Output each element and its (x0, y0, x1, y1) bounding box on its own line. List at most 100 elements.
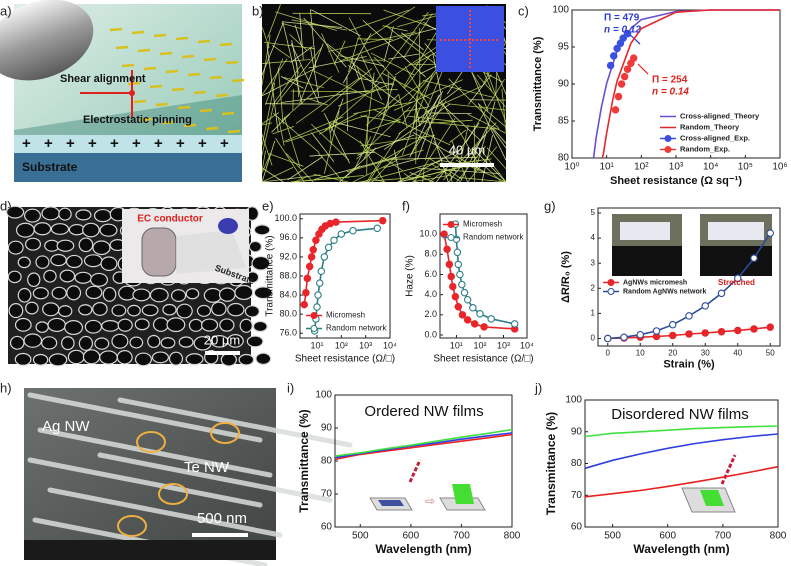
pivot-dot (129, 90, 135, 96)
wire (432, 54, 442, 96)
te-ring (158, 483, 188, 505)
mesh-cell (185, 353, 204, 366)
data-point (614, 92, 623, 101)
mesh-cell (127, 304, 141, 317)
y-tick-label: 100 (315, 390, 332, 401)
annotation: n = 0.12 (604, 25, 641, 36)
wire (357, 38, 393, 41)
data-point (685, 312, 693, 320)
mesh-cell (111, 304, 127, 317)
y-tick-label: 0 (591, 334, 596, 343)
data-point (303, 274, 312, 283)
x-tick-label: 10 (636, 348, 645, 357)
mesh-cell (50, 223, 70, 235)
mesh-cell (248, 240, 263, 253)
ag-wire (97, 452, 333, 503)
wire (321, 33, 340, 73)
wire (363, 109, 388, 160)
scale-bar-label: 20 μm (204, 332, 240, 347)
wire (183, 123, 197, 128)
wire (323, 113, 351, 164)
x-tick-label: 0 (606, 348, 611, 357)
mesh-cell (129, 336, 144, 349)
annotation-arrow (637, 63, 649, 75)
mesh-cell (41, 206, 60, 221)
y-tick-label: 0.0 (424, 329, 437, 339)
x-axis-label: Sheet resistance (Ω sq⁻¹) (610, 175, 742, 187)
wire (427, 157, 462, 180)
mesh-cell (64, 319, 84, 336)
data-point (440, 230, 448, 238)
mesh-cell (56, 239, 75, 252)
device-film (700, 490, 724, 506)
wire (343, 33, 372, 84)
wire (482, 70, 493, 92)
y-axis-label: Transmittance (%) (532, 36, 544, 131)
data-point (611, 106, 620, 114)
wire (481, 135, 493, 183)
mesh-cell (58, 207, 72, 221)
wire (339, 55, 385, 67)
wire (139, 117, 153, 122)
data-point (766, 229, 774, 237)
wire (384, 135, 426, 160)
y-tick-label: 4.0 (424, 289, 437, 299)
mesh-cell (188, 318, 204, 332)
x-tick-label: 500 (604, 531, 621, 542)
wire (422, 90, 444, 122)
wire (275, 47, 322, 105)
mesh-cell (17, 256, 31, 269)
legend-marker (664, 135, 672, 142)
x-tick-label: 600 (659, 531, 676, 542)
legend-label: Random network (463, 233, 524, 242)
mesh-cell (116, 349, 133, 365)
wire (328, 31, 417, 52)
mesh-cell (58, 305, 73, 318)
series-line (584, 433, 779, 470)
wire (318, 152, 344, 183)
series-line (584, 465, 779, 498)
legend-label: Random network (326, 324, 387, 333)
data-point (463, 316, 472, 324)
data-point (701, 329, 709, 337)
x-tick-label: 800 (770, 531, 787, 542)
data-point (606, 61, 615, 70)
data-point (307, 253, 316, 261)
data-point (623, 29, 632, 38)
wire (171, 87, 185, 92)
label-pinning: Electrostatic pinning (83, 114, 192, 126)
mesh-cell (9, 335, 25, 350)
wire (283, 116, 344, 143)
wire (261, 82, 276, 146)
mesh-cell (238, 353, 255, 366)
data-point (620, 72, 629, 81)
wire (282, 21, 303, 105)
wire (161, 120, 175, 125)
wire (275, 138, 305, 183)
mesh-cell (78, 304, 93, 316)
mesh-cell (35, 255, 50, 269)
data-point (510, 320, 519, 328)
mesh-cell (244, 305, 260, 318)
wire (339, 35, 407, 62)
wire (348, 9, 410, 32)
x-tick-label: 10¹ (310, 340, 323, 350)
mesh-cell (14, 317, 32, 332)
legend-label: Micromesh (463, 220, 502, 229)
wire (388, 53, 419, 60)
series-line (334, 428, 513, 457)
data-point (487, 315, 495, 323)
mesh-cell (74, 271, 92, 284)
mesh-cell (7, 240, 24, 255)
legend-label: AgNWs micromesh (623, 279, 687, 286)
wire (153, 33, 167, 38)
wire (332, 121, 391, 138)
mesh-cell (152, 317, 169, 332)
mesh-cell (78, 335, 94, 351)
mesh-cell (246, 335, 264, 348)
legend-label: Random AgNWs network (623, 288, 706, 295)
wire (415, 104, 421, 127)
wire (360, 54, 382, 100)
y-tick-label: 100 (552, 5, 569, 16)
